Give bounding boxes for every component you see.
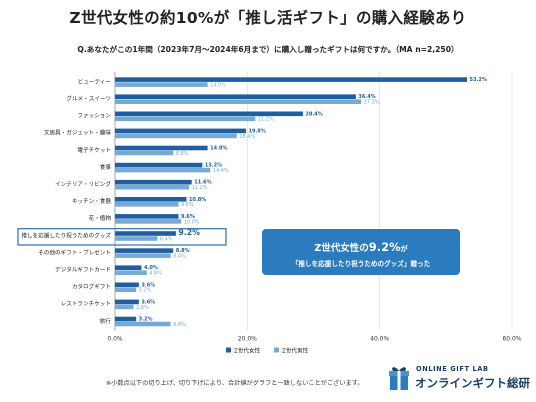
bar-female — [115, 265, 142, 270]
bar-male — [115, 219, 182, 224]
legend-label-male: Z世代男性 — [282, 347, 309, 355]
legend-label-female: Z世代女性 — [234, 347, 261, 355]
category-label: その他のギフト・プレゼント — [38, 248, 111, 256]
category-label: インテリア・リビング — [55, 180, 111, 188]
logo: ONLINE GIFT LAB オンラインギフト総研 — [388, 362, 530, 396]
value-label-male: 21.2% — [258, 117, 274, 123]
value-label-male: 8.4% — [173, 254, 186, 260]
value-label-male: 3.2% — [139, 288, 152, 294]
category-label: ビューティー — [78, 77, 112, 85]
bar-female — [115, 111, 303, 117]
bar-male — [115, 253, 171, 258]
value-label-male: 11.2% — [192, 185, 208, 191]
value-label-male: 2.8% — [136, 305, 149, 311]
bar-female — [115, 162, 203, 168]
bar-male — [115, 99, 362, 104]
category-label: デジタルギフトカード — [55, 266, 111, 274]
category-label: キッチン・食器 — [72, 197, 112, 205]
footnote: ※小数点以下の切り上げ、切り下げにより、合計値がグラフと一致しないことがございま… — [106, 380, 364, 387]
bar-female — [115, 248, 174, 253]
x-tick-label: 20.0% — [238, 336, 257, 343]
x-tick-label: 60.0% — [502, 336, 521, 343]
bar-male — [115, 167, 211, 173]
x-tick-label: 40.0% — [370, 336, 389, 343]
value-label-female: 9.2% — [178, 228, 200, 237]
bar-male — [115, 321, 171, 327]
chart-labels: ビューティー 53.2% 14.0% グルメ・スイーツ 36.4%37.2% ファッション… — [17, 77, 487, 328]
bar-male — [115, 133, 237, 139]
value-label-male: 14.0% — [210, 83, 226, 89]
category-label: 食事 — [100, 163, 112, 171]
logo-text-jp: オンラインギフト総研 — [415, 376, 530, 390]
bar-female — [115, 197, 187, 202]
value-label-female: 11.6% — [194, 180, 211, 186]
value-label-female: 10.8% — [189, 197, 206, 203]
bar-male — [115, 82, 208, 87]
value-label-male: 18.4% — [239, 134, 255, 140]
bar-male — [115, 150, 174, 156]
bar-female — [115, 128, 247, 134]
category-label: 文房具・ガジェット・趣味 — [44, 129, 112, 137]
category-label: 花・植物 — [89, 214, 112, 222]
gift-box-icon — [389, 367, 409, 390]
category-label: 旅行 — [100, 317, 112, 325]
bar-female — [115, 77, 468, 82]
value-label-female: 8.8% — [176, 248, 190, 254]
value-label-female: 4.0% — [144, 265, 158, 271]
callout-headline: Z世代女性の9.2%が — [314, 240, 407, 254]
callout-background — [262, 229, 460, 275]
value-label-female: 3.6% — [141, 282, 155, 288]
legend-swatch-female — [226, 347, 231, 353]
category-label: カタログギフト — [72, 283, 111, 291]
callout-box: Z世代女性の9.2%が「推しを応援したり祝うためのグッズ」贈った — [262, 229, 460, 275]
bar-female — [115, 299, 139, 305]
bar-female — [115, 282, 139, 288]
value-label-female: 14.0% — [210, 146, 227, 152]
survey-question: Q.あなたがこの1年間（2023年7月～2024年6月まで）に購入し贈ったギフト… — [77, 45, 459, 54]
value-label-female: 19.8% — [249, 128, 266, 134]
category-label: 推しを応援したり祝うためのグッズ — [21, 231, 111, 239]
value-label-male: 37.2% — [364, 100, 380, 106]
value-label-female: 53.2% — [470, 77, 487, 83]
value-label-male: 9.6% — [181, 202, 194, 208]
legend-swatch-male — [274, 347, 279, 353]
bar-female — [115, 94, 356, 99]
logo-text-en: ONLINE GIFT LAB — [416, 365, 489, 373]
category-label: レストランチケット — [61, 301, 111, 308]
bar-female — [115, 231, 176, 236]
x-tick-label: 0.0% — [107, 336, 123, 343]
bar-male — [115, 184, 190, 190]
chart-bars — [115, 77, 468, 327]
page-title: Z世代女性の約10%が「推し活ギフト」の購入経験あり — [69, 9, 467, 27]
value-label-female: 3.2% — [139, 317, 153, 323]
value-label-female: 36.4% — [358, 94, 375, 100]
chart-legend: Z世代女性 Z世代男性 — [226, 347, 309, 355]
value-label-female: 9.6% — [181, 214, 195, 220]
bar-female — [115, 214, 179, 219]
value-label-male: 14.4% — [213, 168, 229, 174]
value-label-male: 6.4% — [160, 236, 173, 242]
bar-female — [115, 316, 137, 322]
bar-male — [115, 236, 158, 241]
value-label-male: 8.8% — [176, 151, 189, 157]
value-label-male: 8.4% — [173, 322, 186, 328]
value-label-female: 3.6% — [141, 299, 155, 305]
bar-male — [115, 270, 147, 275]
bar-male — [115, 116, 256, 122]
category-label: 電子チケット — [77, 147, 111, 154]
bar-male — [115, 287, 137, 293]
bar-female — [115, 145, 208, 151]
highlight-box — [17, 228, 227, 246]
value-label-male: 10.0% — [184, 219, 200, 225]
value-label-male: 4.8% — [149, 271, 162, 277]
value-label-female: 28.4% — [305, 111, 322, 117]
category-label: ファッション — [77, 113, 111, 120]
bar-male — [115, 304, 134, 310]
callout-subline: 「推しを応援したり祝うためのグッズ」贈った — [292, 259, 431, 268]
value-label-female: 13.2% — [205, 163, 222, 169]
category-label: グルメ・スイーツ — [66, 95, 111, 103]
bar-female — [115, 179, 192, 185]
bar-male — [115, 202, 179, 207]
